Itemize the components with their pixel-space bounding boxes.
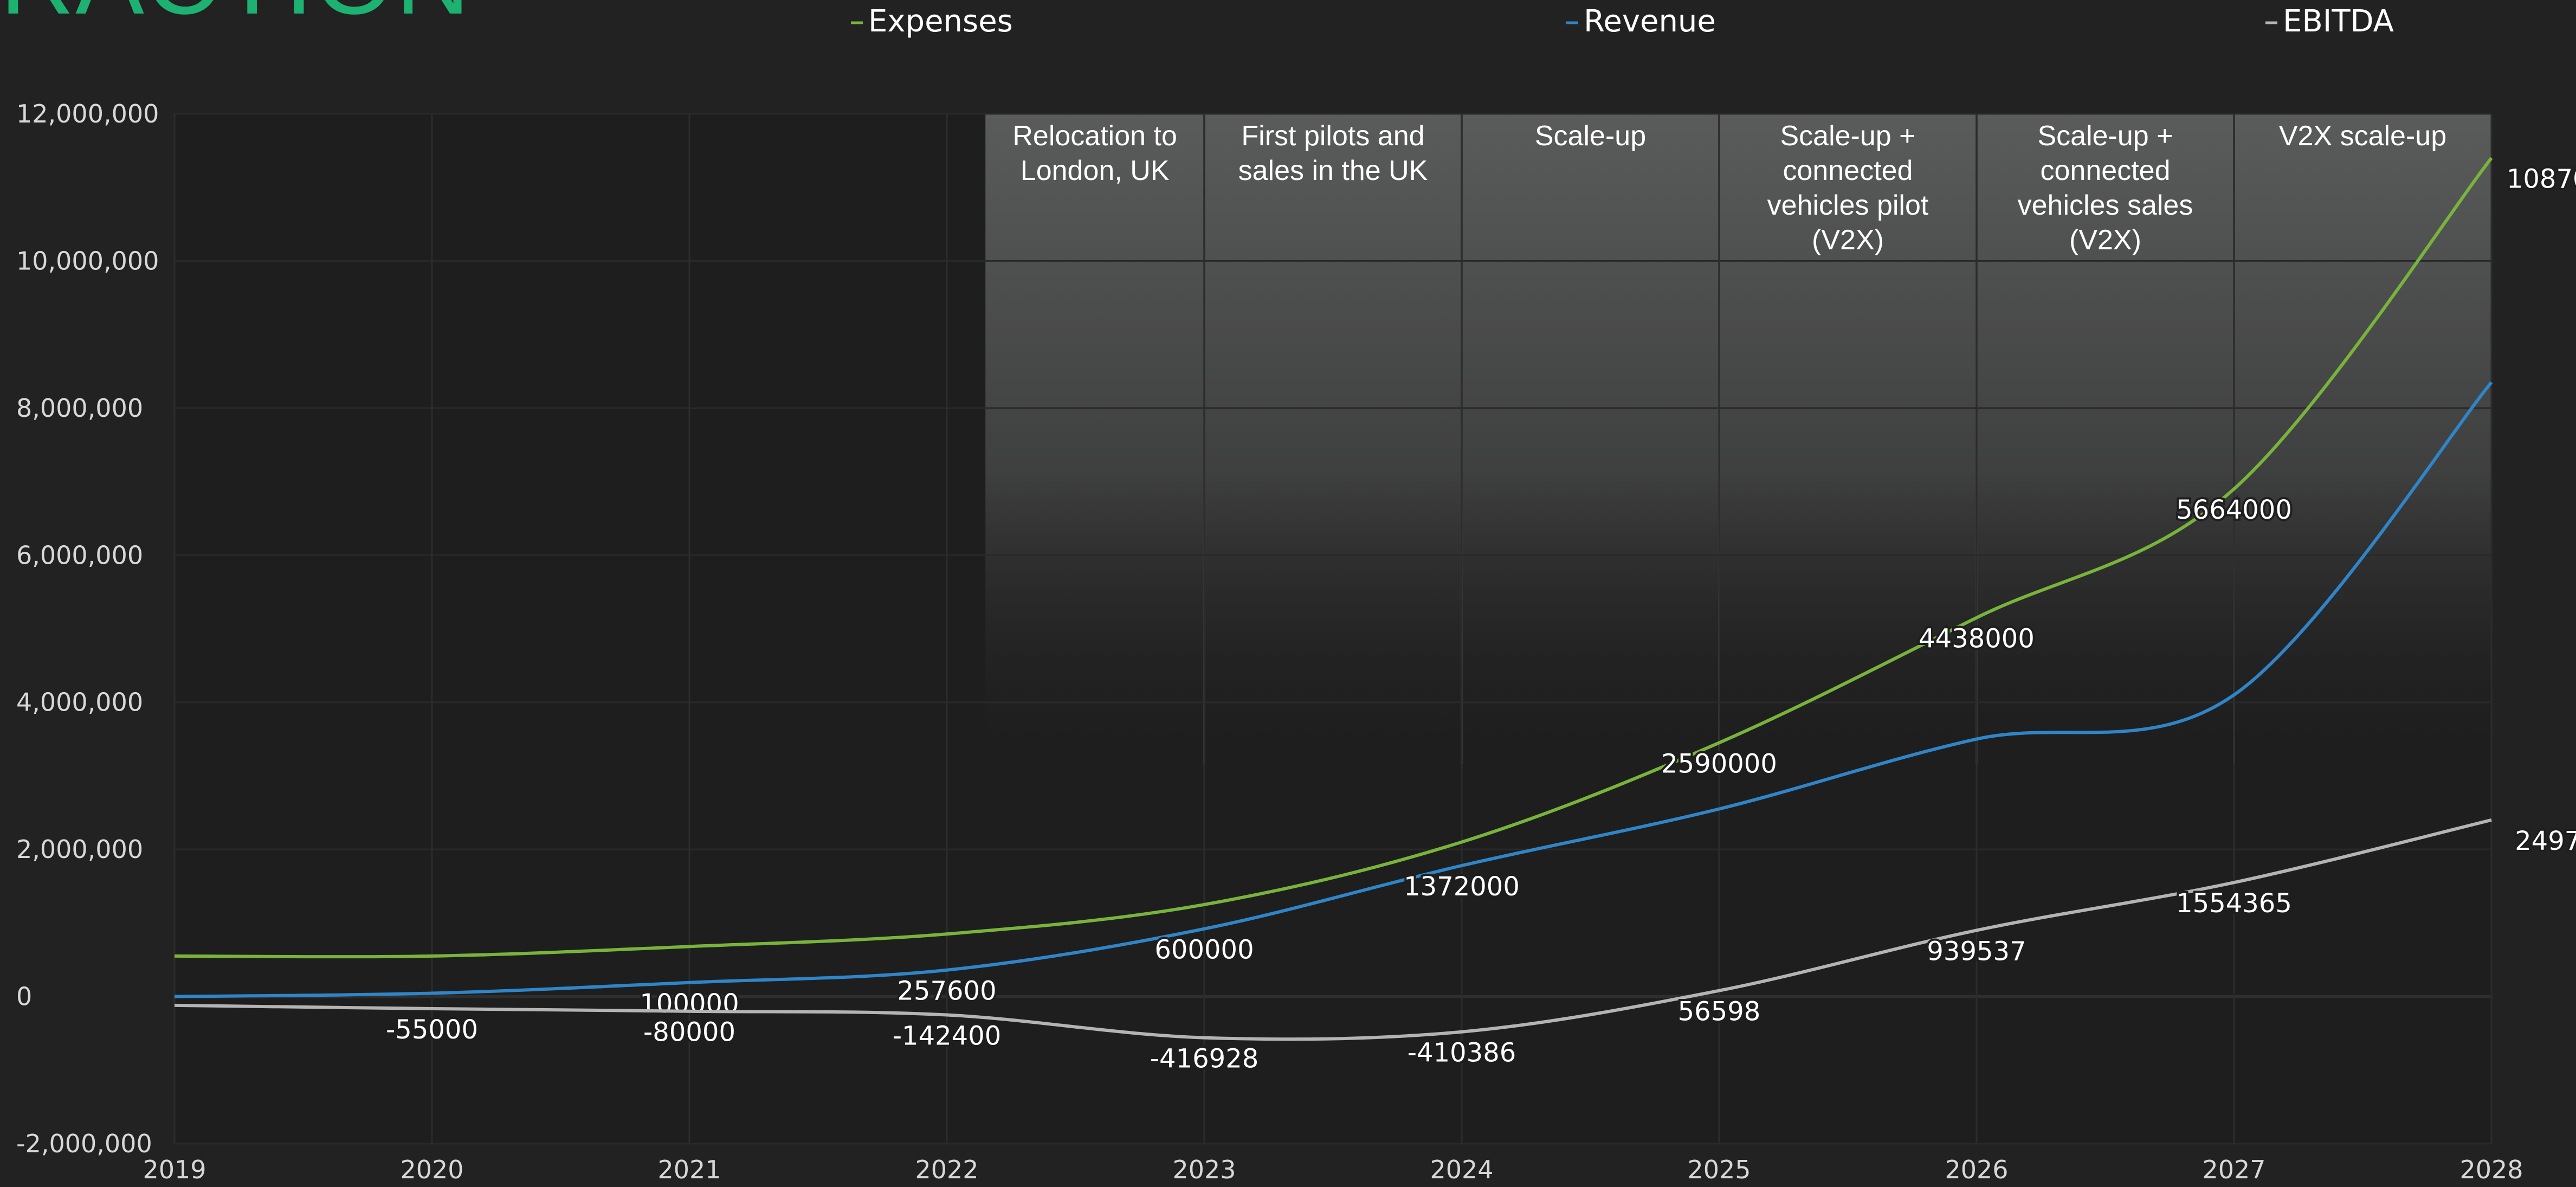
ebitda-data-label: 56598 [1678,997,1761,1027]
ebitda-data-label: 2497755 [2515,826,2576,856]
phase-label: V2X scale-up [2279,120,2446,152]
x-tick-label: 2028 [2459,1155,2523,1184]
x-tick-label: 2027 [2202,1155,2265,1184]
expenses-data-label: 4438000 [1919,624,2035,654]
expenses-legend-label: Expenses [868,4,1013,39]
y-tick-label: 2,000,000 [16,835,143,864]
phase-label: Scale-up + [1780,120,1915,152]
expenses-data-label: 2590000 [1661,749,1777,779]
x-tick-label: 2021 [657,1155,721,1184]
phase-label: London, UK [1021,155,1170,186]
phase-label: connected [2041,155,2171,186]
y-tick-label: 12,000,000 [16,99,159,128]
ebitda-data-label: -416928 [1150,1044,1259,1074]
x-tick-label: 2024 [1430,1155,1493,1184]
phase-label: First pilots and [1241,120,1424,152]
phase-label: vehicles sales [2018,190,2193,221]
phase-band [1977,114,2234,764]
x-tick-label: 2026 [1945,1155,2008,1184]
ebitda-data-label: -142400 [893,1021,1002,1051]
y-tick-label: 10,000,000 [16,246,159,275]
ebitda-data-label: 1554365 [2176,888,2292,919]
ebitda-data-label: -410386 [1408,1038,1516,1068]
revenue-data-label: 1372000 [1404,872,1520,902]
ebitda-data-label: -80000 [643,1017,735,1048]
revenue-data-label: 100000 [640,989,739,1019]
y-tick-label: 4,000,000 [16,688,143,717]
y-tick-label: -2,000,000 [16,1129,152,1158]
phase-label: Scale-up + [2037,120,2173,152]
expenses-line [174,157,2493,959]
phase-label: sales in the UK [1238,155,1428,186]
revenue-data-label: 600000 [1154,935,1254,965]
phase-label: vehicles pilot [1767,190,1929,221]
ebitda-data-label: 939537 [1927,936,2026,966]
phase-band [985,114,1204,764]
page-heading: RACTION [0,0,471,49]
x-tick-label: 2023 [1172,1155,1236,1184]
expenses-data-label: 10870000 [2507,164,2576,194]
revenue-line [174,381,2493,998]
x-tick-label: 2025 [1687,1155,1751,1184]
ebitda-line [174,818,2492,1041]
ebitda-legend-label: EBITDA [2283,4,2394,39]
phase-label: (V2X) [2069,224,2141,256]
phase-label: connected [1783,155,1913,186]
expenses-data-label: 5664000 [2176,495,2292,525]
x-tick-label: 2019 [143,1155,206,1184]
phase-label: (V2X) [1812,224,1884,256]
x-tick-label: 2020 [400,1155,463,1184]
x-tick-label: 2022 [915,1155,978,1184]
y-tick-label: 6,000,000 [16,540,143,570]
phase-label: Scale-up [1535,120,1646,152]
phase-band [1719,114,1977,764]
phase-band [1462,114,1719,764]
phase-band [1204,114,1462,764]
phase-label: Relocation to [1012,120,1177,152]
y-tick-label: 8,000,000 [16,393,143,423]
ebitda-data-label: -55000 [386,1015,478,1045]
revenue-legend-label: Revenue [1584,4,1716,39]
revenue-data-label: 257600 [897,976,996,1007]
y-tick-label: 0 [16,982,32,1011]
